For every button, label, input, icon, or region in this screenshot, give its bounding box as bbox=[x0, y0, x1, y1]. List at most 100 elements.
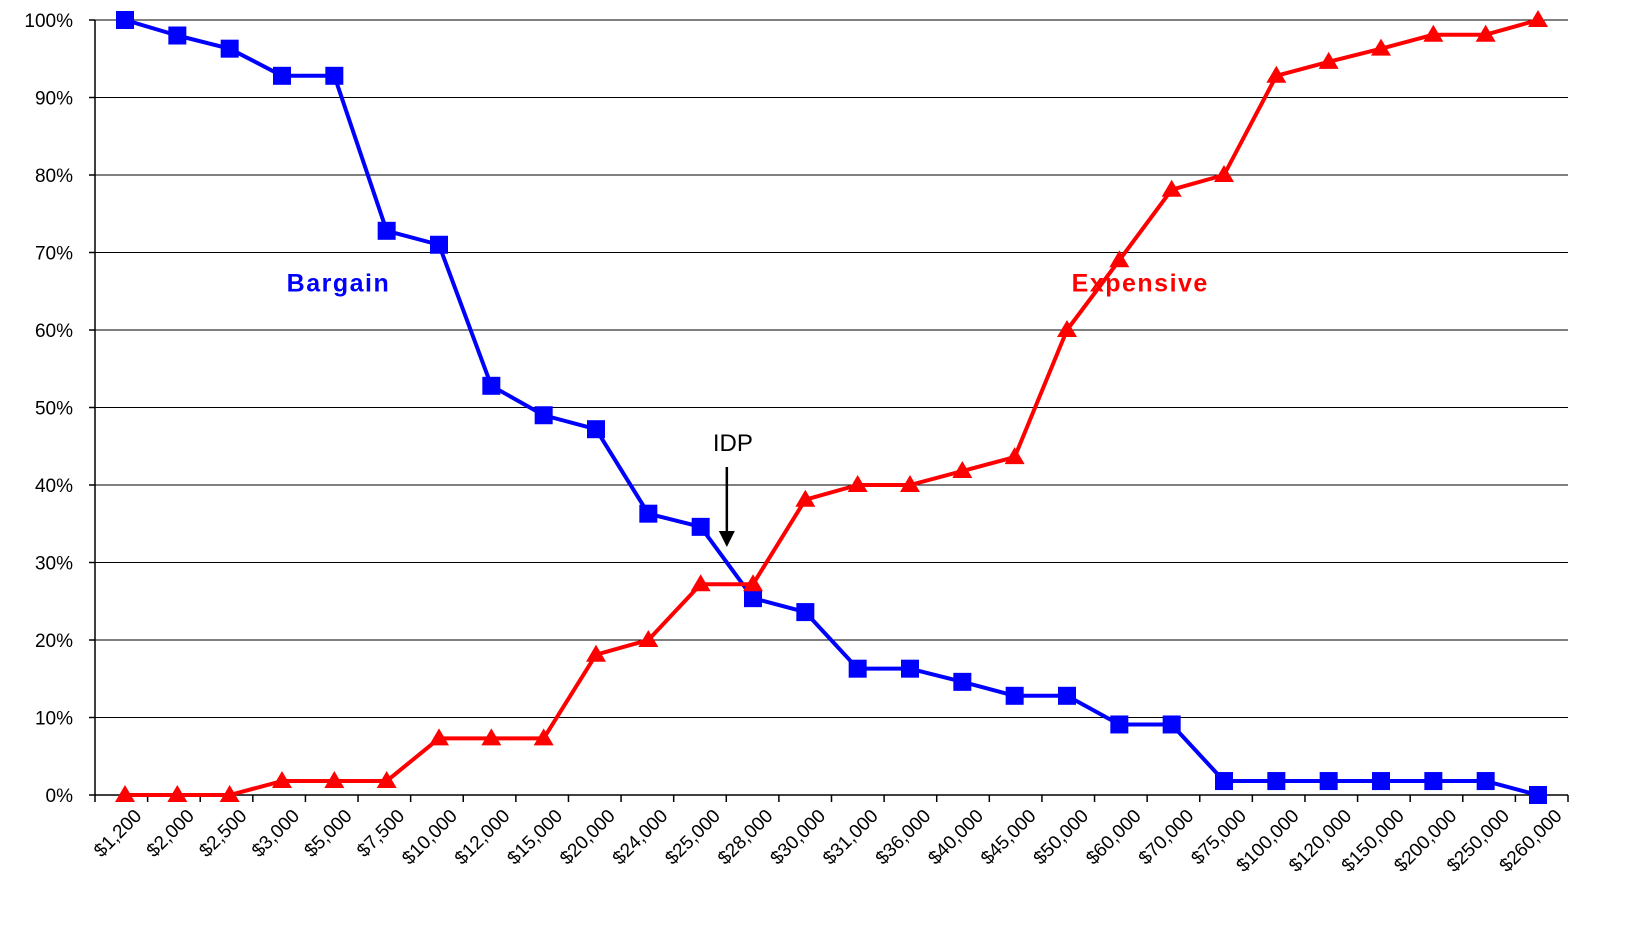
annotations: Bargain Expensive IDP bbox=[287, 269, 1209, 547]
expensive-point bbox=[1475, 24, 1496, 42]
expensive-point bbox=[1057, 320, 1077, 337]
x-tick-label: $5,000 bbox=[301, 806, 357, 862]
y-tick-label: 70% bbox=[35, 244, 73, 265]
y-tick-label: 10% bbox=[35, 709, 73, 730]
expensive-point bbox=[952, 461, 973, 479]
y-tick-label: 20% bbox=[35, 631, 73, 652]
y-axis-ticks: 0% 10% 20% 30% 40% 50% 60% 70% 80% 90% 100% bbox=[24, 11, 95, 807]
expensive-point bbox=[900, 475, 920, 492]
expensive-point bbox=[324, 771, 345, 789]
x-tick-label: $20,000 bbox=[556, 806, 619, 869]
bargain-point bbox=[482, 376, 501, 395]
x-tick-label: $24,000 bbox=[609, 806, 672, 869]
x-tick-label: $15,000 bbox=[504, 806, 567, 869]
bargain-point bbox=[1162, 715, 1181, 734]
x-tick-label: $60,000 bbox=[1082, 806, 1145, 869]
x-tick-label: $10,000 bbox=[398, 806, 461, 869]
expensive-point bbox=[272, 771, 292, 789]
x-tick-label: $50,000 bbox=[1030, 806, 1093, 869]
bargain-point bbox=[796, 603, 815, 622]
expensive-point bbox=[481, 728, 502, 746]
bargain-point bbox=[953, 672, 972, 691]
y-tick-label: 50% bbox=[35, 399, 73, 420]
expensive-point bbox=[638, 630, 659, 647]
x-tick-label: $1,200 bbox=[90, 806, 146, 862]
x-tick-label: $25,000 bbox=[661, 806, 724, 869]
bargain-point bbox=[1110, 715, 1129, 734]
series-group bbox=[115, 10, 1548, 804]
bargain-point bbox=[1372, 772, 1390, 791]
bargain-line bbox=[124, 18, 1539, 797]
y-tick-label: 40% bbox=[35, 476, 73, 497]
x-tick-label: $30,000 bbox=[767, 806, 830, 869]
bargain-point bbox=[1058, 686, 1076, 705]
x-tick-label: $12,000 bbox=[451, 806, 514, 869]
bargain-point bbox=[116, 11, 134, 29]
y-tick-label: 0% bbox=[46, 786, 74, 807]
x-tick-label: $45,000 bbox=[977, 806, 1040, 869]
x-tick-label: $31,000 bbox=[819, 806, 882, 869]
expensive-point bbox=[743, 574, 763, 592]
bargain-point bbox=[534, 406, 553, 425]
y-tick-label: 30% bbox=[35, 554, 73, 575]
expensive-point bbox=[376, 771, 397, 789]
expensive-point bbox=[219, 785, 240, 802]
bargain-point bbox=[1424, 772, 1443, 791]
bargain-point bbox=[1476, 772, 1495, 791]
expensive-point bbox=[1004, 447, 1025, 465]
expensive-point bbox=[1528, 10, 1548, 27]
x-tick-label: $3,000 bbox=[248, 806, 304, 862]
bargain-point bbox=[1215, 772, 1233, 791]
expensive-point bbox=[1109, 250, 1130, 268]
bargain-point bbox=[325, 66, 344, 85]
x-tick-label: $70,000 bbox=[1135, 806, 1198, 869]
idp-label: IDP bbox=[713, 430, 753, 457]
x-tick-label: $2,000 bbox=[143, 806, 199, 862]
bargain-point bbox=[377, 221, 396, 240]
expensive-point bbox=[115, 785, 135, 802]
expensive-point bbox=[167, 785, 188, 802]
bargain-point bbox=[848, 659, 867, 678]
expensive-point bbox=[1318, 51, 1339, 69]
bargain-point bbox=[587, 420, 605, 439]
bargain-point bbox=[168, 26, 187, 45]
bargain-point bbox=[744, 589, 762, 608]
idp-annotation: IDP bbox=[713, 430, 753, 547]
bargain-point bbox=[430, 235, 448, 254]
expensive-point bbox=[533, 728, 554, 746]
series-label-bargain: Bargain bbox=[287, 269, 391, 297]
gridlines bbox=[95, 19, 1568, 718]
bargain-point bbox=[273, 66, 291, 85]
bargain-point bbox=[639, 504, 658, 523]
x-tick-label: $28,000 bbox=[714, 806, 777, 869]
y-tick-label: 90% bbox=[35, 89, 73, 110]
bargain-point bbox=[220, 39, 239, 58]
bargain-point bbox=[1529, 786, 1547, 804]
expensive-point bbox=[1423, 24, 1444, 42]
idp-arrow-head bbox=[718, 531, 735, 547]
expensive-point bbox=[586, 644, 606, 662]
x-tick-label: $2,500 bbox=[195, 806, 251, 862]
x-axis-ticks: $1,200$2,000$2,500$3,000$5,000$7,500$10,… bbox=[90, 795, 1569, 877]
expensive-point bbox=[1266, 65, 1287, 83]
bargain-point bbox=[1267, 772, 1286, 791]
bargain-point bbox=[691, 517, 710, 536]
series-label-expensive: Expensive bbox=[1072, 269, 1209, 297]
bargain-point bbox=[901, 659, 919, 678]
y-tick-label: 80% bbox=[35, 166, 73, 187]
expensive-point bbox=[690, 574, 711, 592]
y-tick-label: 100% bbox=[24, 11, 73, 32]
bargain-point bbox=[1005, 686, 1024, 705]
expensive-point bbox=[847, 475, 868, 492]
expensive-point bbox=[1161, 179, 1182, 197]
x-tick-label: $40,000 bbox=[924, 806, 987, 869]
series-bargain bbox=[116, 11, 1547, 804]
expensive-line bbox=[125, 18, 1539, 797]
series-expensive bbox=[115, 10, 1548, 802]
expensive-point bbox=[1371, 38, 1391, 56]
x-tick-label: $36,000 bbox=[872, 806, 935, 869]
expensive-point bbox=[429, 728, 449, 746]
bargain-point bbox=[1319, 772, 1338, 791]
expensive-point bbox=[795, 489, 816, 507]
